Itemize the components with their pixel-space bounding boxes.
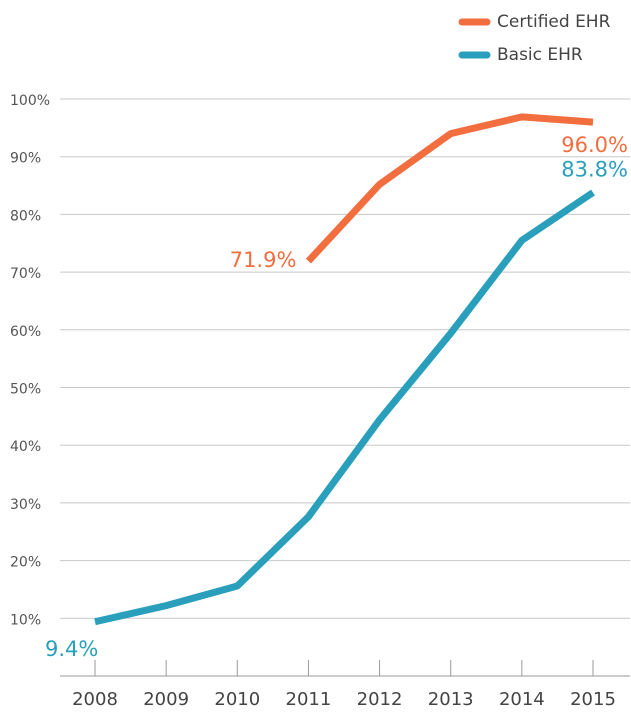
data-label: 96.0% [561, 133, 628, 157]
y-tick-label: 90% [10, 151, 41, 167]
x-tick-label: 2013 [428, 689, 474, 710]
x-tick-label: 2015 [570, 689, 616, 710]
y-tick-label: 80% [10, 208, 41, 224]
data-label: 83.8% [561, 157, 628, 181]
y-tick-label: 100% [10, 93, 50, 109]
legend-label: Basic EHR [497, 45, 583, 65]
y-tick-label: 70% [10, 266, 41, 282]
series-line [305, 113, 594, 264]
x-tick-label: 2011 [286, 689, 332, 710]
y-tick-label: 50% [10, 382, 41, 398]
x-tick-label: 2008 [72, 689, 118, 710]
series-line [94, 189, 595, 626]
y-tick-label: 60% [10, 324, 41, 340]
data-label: 9.4% [45, 637, 98, 661]
x-tick-label: 2014 [499, 689, 545, 710]
data-label: 71.9% [230, 248, 297, 272]
y-tick-label: 30% [10, 497, 41, 513]
y-tick-label: 10% [10, 612, 41, 628]
x-tick-label: 2012 [357, 689, 403, 710]
y-tick-label: 40% [10, 439, 41, 455]
x-tick-label: 2010 [214, 689, 260, 710]
y-tick-label: 20% [10, 555, 41, 571]
legend-label: Certified EHR [497, 12, 611, 32]
x-tick-label: 2009 [143, 689, 189, 710]
